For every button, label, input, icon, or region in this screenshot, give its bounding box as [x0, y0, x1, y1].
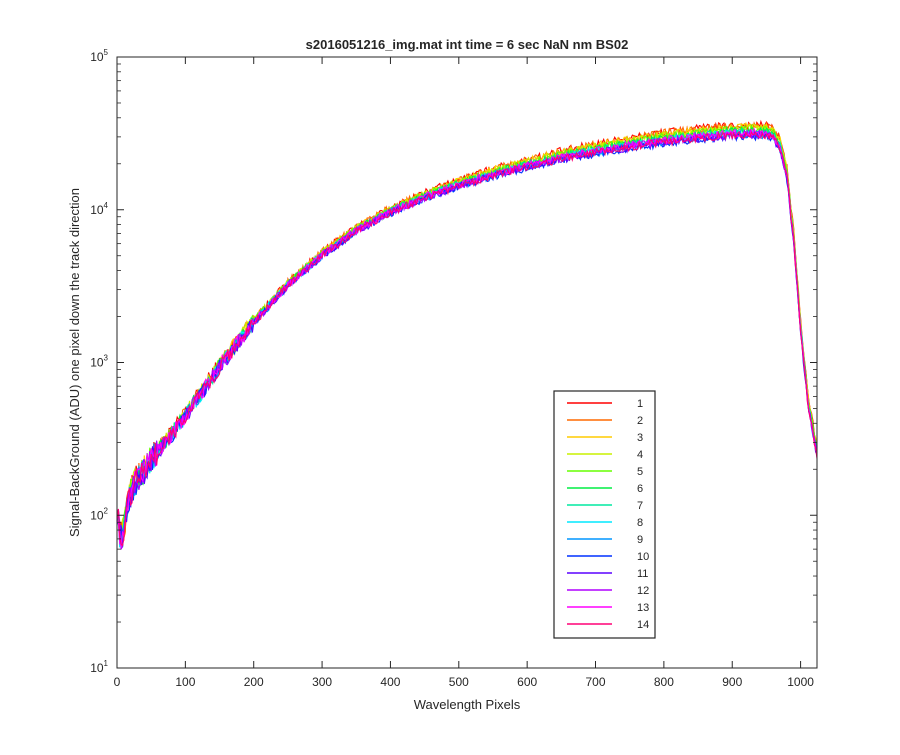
series-lines — [116, 119, 818, 550]
legend-label: 3 — [637, 432, 643, 444]
y-tick-label: 105 — [90, 48, 108, 64]
x-tick-label: 0 — [114, 675, 121, 689]
legend-label: 4 — [637, 449, 643, 461]
legend-box — [553, 390, 656, 639]
y-tick-label: 103 — [90, 354, 108, 370]
legend-label: 14 — [637, 619, 649, 631]
series-line-14 — [116, 130, 818, 547]
x-tick-label: 900 — [722, 675, 742, 689]
legend-label: 10 — [637, 551, 649, 563]
x-tick-label: 1000 — [787, 675, 814, 689]
legend-label: 5 — [637, 466, 643, 478]
x-tick-label: 800 — [654, 675, 674, 689]
y-tick-label: 104 — [90, 201, 108, 217]
legend-label: 8 — [637, 517, 643, 529]
x-tick-label: 400 — [380, 675, 400, 689]
y-tick-label: 101 — [90, 659, 108, 675]
series-line-13 — [116, 127, 818, 549]
axes: 0 100 200 300 400 500 600 700 800 900 100010110210… — [90, 48, 818, 689]
y-tick-label: 102 — [90, 506, 108, 522]
legend-label: 2 — [637, 415, 643, 427]
legend-label: 12 — [637, 585, 649, 597]
legend-label: 1 — [637, 398, 643, 410]
plot-area — [117, 57, 817, 668]
x-tick-label: 200 — [244, 675, 264, 689]
legend-label: 7 — [637, 500, 643, 512]
x-tick-label: 700 — [586, 675, 606, 689]
x-tick-label: 300 — [312, 675, 332, 689]
legend-label: 13 — [637, 602, 649, 614]
chart-title: s2016051216_img.mat int time = 6 sec NaN… — [306, 37, 629, 52]
y-axis-label: Signal-BackGround (ADU) one pixel down t… — [67, 188, 82, 537]
legend-label: 6 — [637, 483, 643, 495]
legend-label: 11 — [637, 568, 648, 580]
x-tick-label: 500 — [449, 675, 469, 689]
x-tick-label: 600 — [517, 675, 537, 689]
x-axis-label: Wavelength Pixels — [414, 697, 521, 712]
x-tick-label: 100 — [175, 675, 195, 689]
legend-label: 9 — [637, 534, 643, 546]
